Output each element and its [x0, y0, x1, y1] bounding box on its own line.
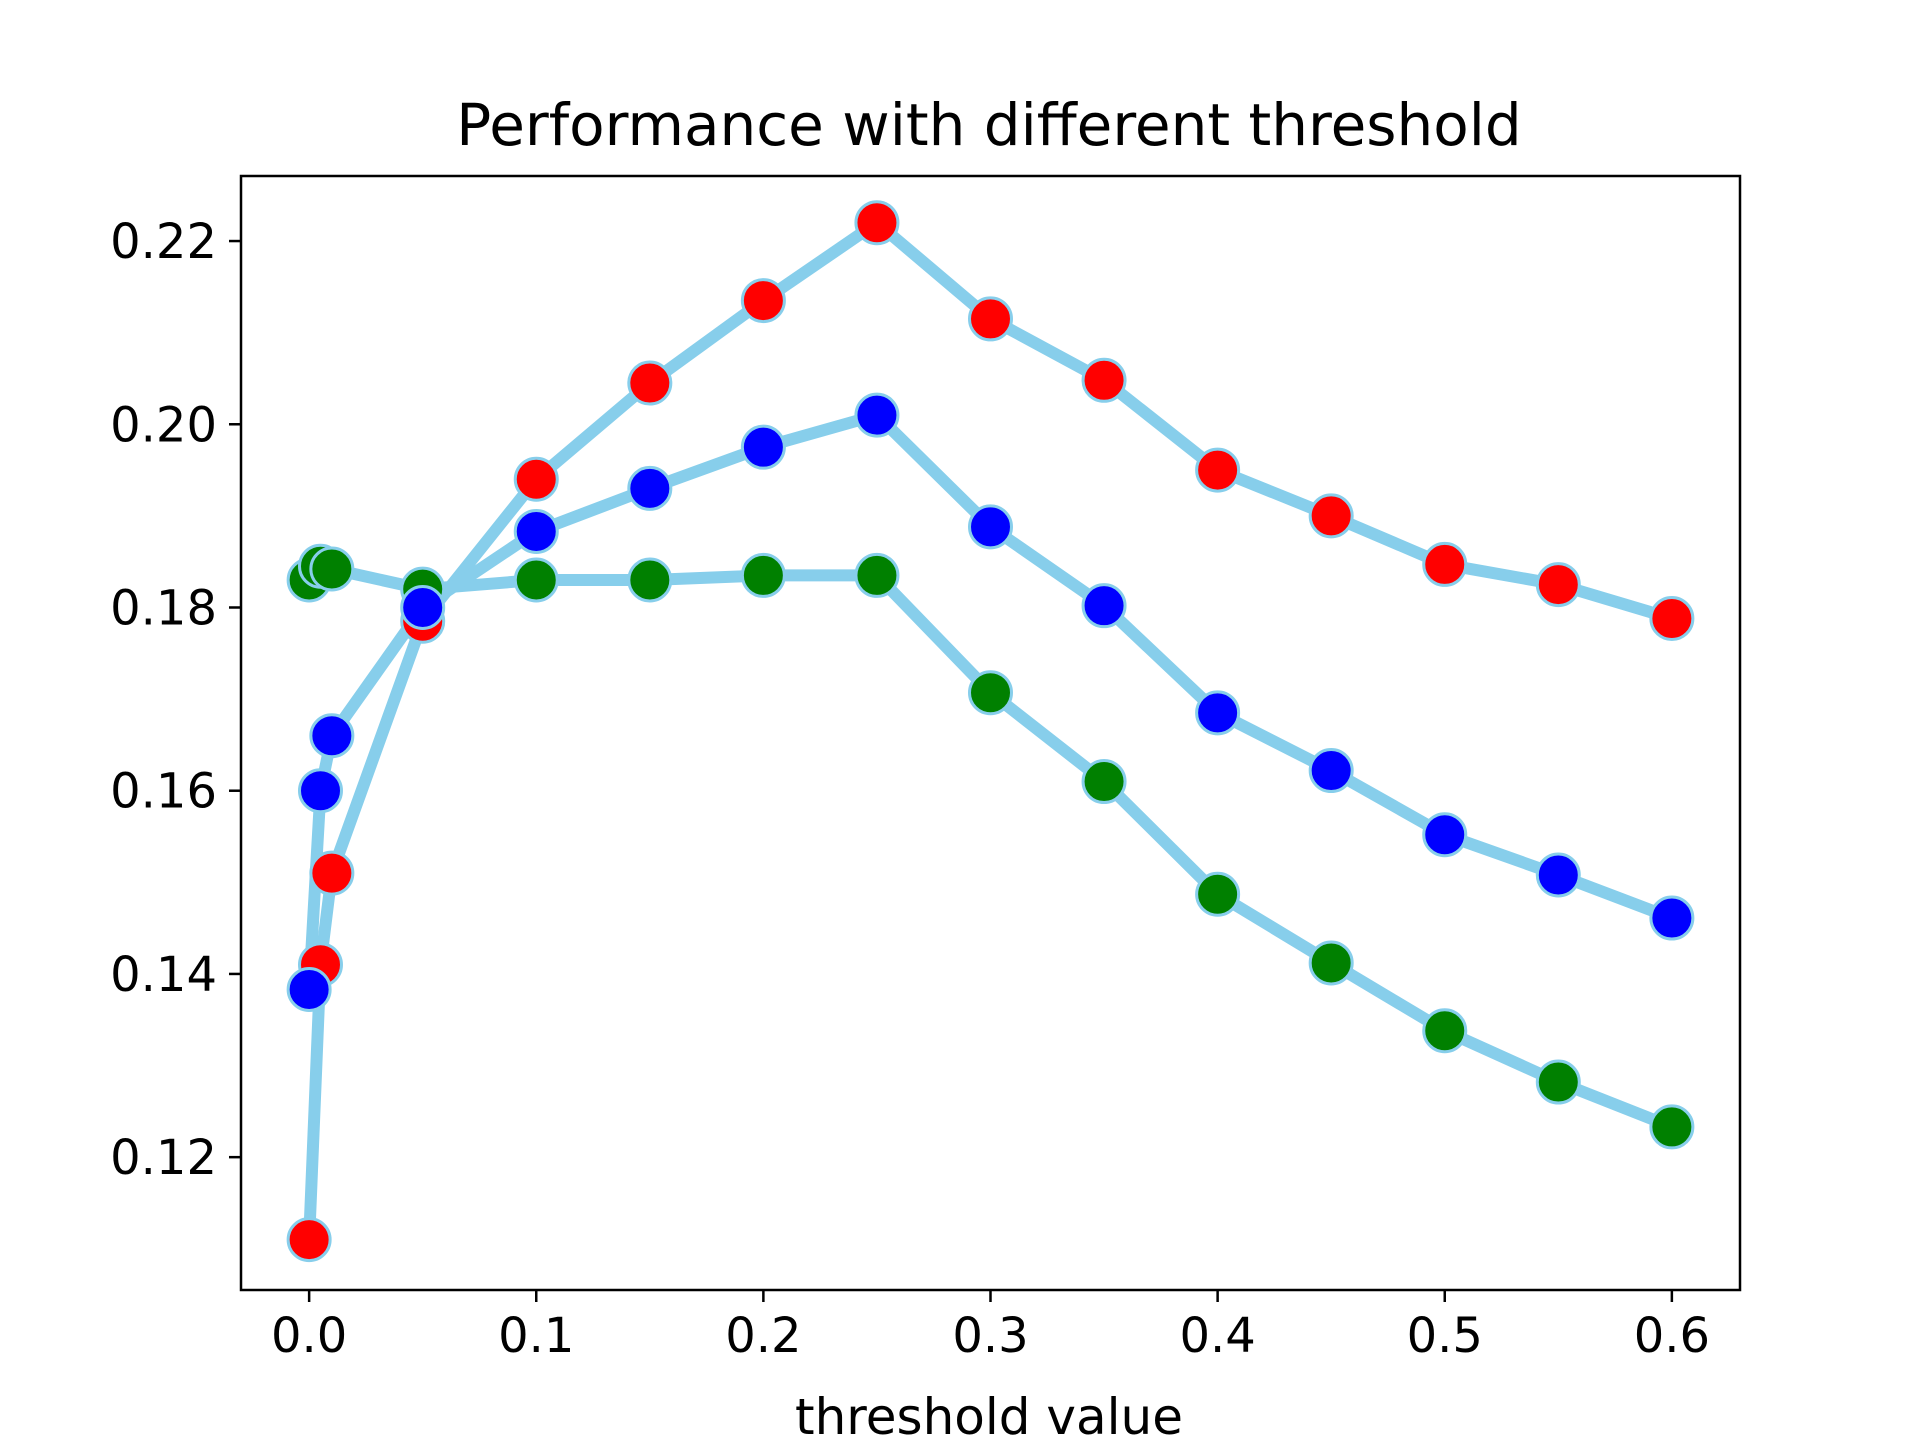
y-tick-label: 0.22: [110, 214, 217, 270]
series-layer: [286, 200, 1695, 1263]
series-3-point: [286, 967, 332, 1013]
series-1-point: [1422, 541, 1468, 587]
series-1-point: [968, 296, 1013, 342]
series-2-point: [1308, 940, 1354, 986]
series-2-point: [1422, 1008, 1468, 1054]
series-3-point: [309, 713, 355, 759]
series-2-point: [854, 552, 900, 598]
series-2-point: [627, 557, 673, 603]
series-1-point: [1308, 493, 1354, 539]
x-axis: 0.0 0.1 0.2 0.3 0.4 0.5 0.6: [271, 1290, 1710, 1364]
series-3-point: [1195, 690, 1241, 736]
series-1-point: [627, 360, 673, 406]
series-3-point: [297, 768, 343, 814]
series-2-point: [1535, 1059, 1581, 1105]
x-tick-label: 0.2: [725, 1308, 801, 1364]
y-tick-label: 0.12: [110, 1130, 217, 1186]
x-tick-label: 0.4: [1179, 1308, 1255, 1364]
series-3-point: [1535, 852, 1581, 898]
series-1-point: [1081, 357, 1127, 403]
series-1-point: [1535, 562, 1581, 608]
series-1-point: [513, 456, 559, 502]
series-3-point: [1081, 583, 1127, 629]
series-3-point: [740, 424, 786, 470]
series-3-point: [1308, 748, 1354, 794]
series-1-point: [854, 200, 900, 246]
x-tick-label: 0.3: [952, 1308, 1028, 1364]
series-2-point: [309, 546, 355, 592]
series-3-point: [968, 504, 1013, 550]
chart-title: Performance with different threshold: [456, 91, 1521, 159]
x-tick-label: 0.5: [1407, 1308, 1483, 1364]
series-2-point: [1649, 1104, 1695, 1150]
series-2-point: [968, 670, 1013, 716]
series-2-point: [1081, 759, 1127, 805]
series-2-point: [740, 552, 786, 598]
series-2-point: [1195, 871, 1241, 917]
x-axis-label: threshold value: [795, 1388, 1183, 1440]
series-1-point: [1649, 595, 1695, 641]
series-1-point: [309, 850, 355, 896]
series-1-point: [1195, 447, 1241, 493]
series-3-point: [1422, 812, 1468, 858]
series-1-point: [740, 278, 786, 324]
series-2-point: [513, 557, 559, 603]
y-tick-label: 0.18: [110, 580, 217, 636]
x-tick-label: 0.6: [1634, 1308, 1710, 1364]
x-tick-label: 0.1: [498, 1308, 574, 1364]
series-3-point: [400, 584, 446, 630]
series-1-point: [286, 1217, 332, 1263]
series-3-point: [1649, 895, 1695, 941]
series-3-point: [627, 465, 673, 511]
y-tick-label: 0.16: [110, 764, 217, 820]
y-tick-label: 0.14: [110, 947, 217, 1003]
series-3-point: [854, 392, 900, 438]
series-3-point: [513, 508, 559, 554]
x-tick-label: 0.0: [271, 1308, 347, 1364]
y-tick-label: 0.20: [110, 397, 217, 453]
y-axis: 0.12 0.14 0.16 0.18 0.20 0.22: [110, 214, 241, 1186]
